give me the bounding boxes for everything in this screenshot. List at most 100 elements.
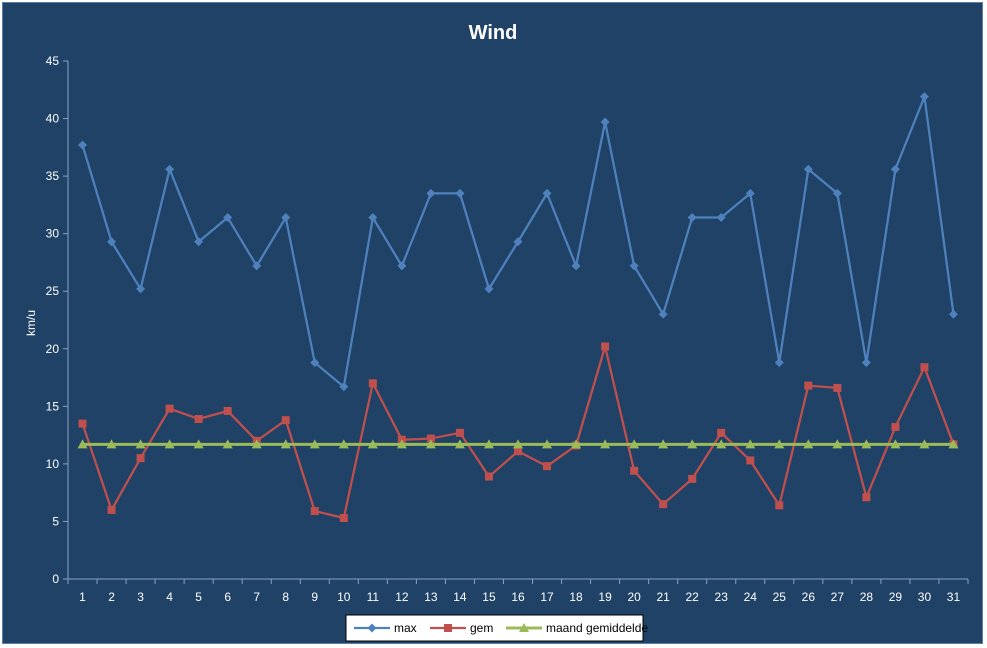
legend-label-gem: gem [470, 621, 493, 635]
data-point-max [252, 261, 262, 271]
data-point-maand-gemiddelde [774, 439, 785, 449]
data-point-max [136, 284, 146, 294]
data-point-maand-gemiddelde [716, 439, 727, 449]
data-point-max [339, 382, 349, 392]
data-point-max [194, 237, 204, 247]
data-point-max [890, 164, 900, 174]
data-point-max [107, 237, 117, 247]
data-point-max [426, 188, 436, 198]
x-tick-label: 6 [224, 590, 231, 604]
data-point-gem [455, 428, 464, 437]
data-point-max [629, 261, 639, 271]
data-point-gem [920, 363, 929, 372]
x-tick-label: 23 [715, 590, 729, 604]
data-point-max [716, 213, 726, 223]
data-point-maand-gemiddelde [745, 439, 756, 449]
data-point-max [571, 261, 581, 271]
x-tick-label: 10 [337, 590, 351, 604]
x-tick-label: 4 [166, 590, 173, 604]
data-point-gem [514, 447, 522, 456]
y-tick-label: 15 [46, 399, 60, 413]
data-point-maand-gemiddelde [222, 439, 233, 449]
legend-marker-gem [444, 624, 452, 632]
data-point-maand-gemiddelde [164, 439, 175, 449]
x-tick-label: 28 [860, 590, 874, 604]
data-point-gem [804, 381, 813, 390]
data-point-gem [775, 501, 784, 510]
x-tick-label: 24 [744, 590, 758, 604]
y-tick-label: 10 [46, 457, 60, 471]
chart-title: Wind [469, 22, 518, 44]
x-tick-label: 19 [598, 590, 612, 604]
data-point-gem [194, 414, 203, 423]
data-point-max [948, 309, 958, 319]
chart-legend: max gem maand gemiddelde [345, 614, 648, 642]
y-tick-label: 25 [46, 284, 60, 298]
data-point-max [919, 92, 929, 102]
data-point-gem [891, 423, 900, 432]
data-point-maand-gemiddelde [77, 439, 88, 449]
data-point-max [832, 188, 842, 198]
data-point-gem [223, 406, 232, 415]
data-point-max [658, 309, 668, 319]
data-point-gem [281, 416, 290, 425]
data-point-gem [688, 474, 697, 483]
data-point-max [281, 213, 291, 223]
y-tick-label: 40 [46, 112, 60, 126]
data-point-gem [862, 493, 871, 502]
data-point-max [774, 358, 784, 368]
data-point-maand-gemiddelde [396, 439, 407, 449]
data-point-maand-gemiddelde [338, 439, 349, 449]
legend-label-max: max [394, 621, 417, 635]
data-point-max [745, 188, 755, 198]
data-point-maand-gemiddelde [600, 439, 611, 449]
x-tick-label: 30 [918, 590, 932, 604]
x-tick-label: 11 [367, 590, 380, 604]
y-tick-label: 35 [46, 169, 60, 183]
data-point-maand-gemiddelde [687, 439, 698, 449]
x-tick-label: 26 [802, 590, 816, 604]
data-point-maand-gemiddelde [919, 439, 930, 449]
data-point-gem [746, 456, 755, 465]
data-point-max [165, 164, 175, 174]
data-point-maand-gemiddelde [629, 439, 640, 449]
data-point-maand-gemiddelde [861, 439, 872, 449]
data-point-max [600, 117, 610, 127]
legend-marker-maand-gemiddelde [519, 623, 529, 632]
data-point-max [310, 358, 320, 368]
data-point-maand-gemiddelde [280, 439, 291, 449]
x-tick-label: 21 [656, 590, 670, 604]
data-point-maand-gemiddelde [309, 439, 320, 449]
x-tick-label: 27 [831, 590, 845, 604]
data-point-gem [310, 507, 319, 516]
legend-label-maand-gemiddelde: maand gemiddelde [546, 621, 648, 635]
data-point-maand-gemiddelde [193, 439, 204, 449]
data-point-max [223, 213, 233, 223]
x-tick-label: 14 [453, 590, 467, 604]
data-point-maand-gemiddelde [803, 439, 814, 449]
x-tick-label: 12 [395, 590, 409, 604]
data-point-max [803, 164, 813, 174]
data-point-gem [339, 513, 348, 522]
data-point-maand-gemiddelde [454, 439, 465, 449]
x-tick-label: 7 [253, 590, 260, 604]
y-tick-label: 5 [52, 514, 59, 528]
data-point-maand-gemiddelde [571, 439, 582, 449]
data-point-max [513, 237, 523, 247]
data-point-gem [426, 434, 435, 443]
x-tick-label: 5 [195, 590, 202, 604]
series-line-gem [81, 345, 955, 520]
data-point-maand-gemiddelde [890, 439, 901, 449]
data-point-max [687, 213, 697, 223]
data-point-maand-gemiddelde [658, 439, 669, 449]
data-point-max [368, 213, 378, 223]
x-tick-label: 9 [311, 590, 318, 604]
data-point-maand-gemiddelde [135, 439, 146, 449]
y-tick-label: 45 [46, 54, 60, 68]
x-tick-label: 8 [282, 590, 289, 604]
data-point-maand-gemiddelde [425, 439, 436, 449]
data-point-gem [630, 466, 639, 475]
y-tick-label: 30 [46, 227, 60, 241]
